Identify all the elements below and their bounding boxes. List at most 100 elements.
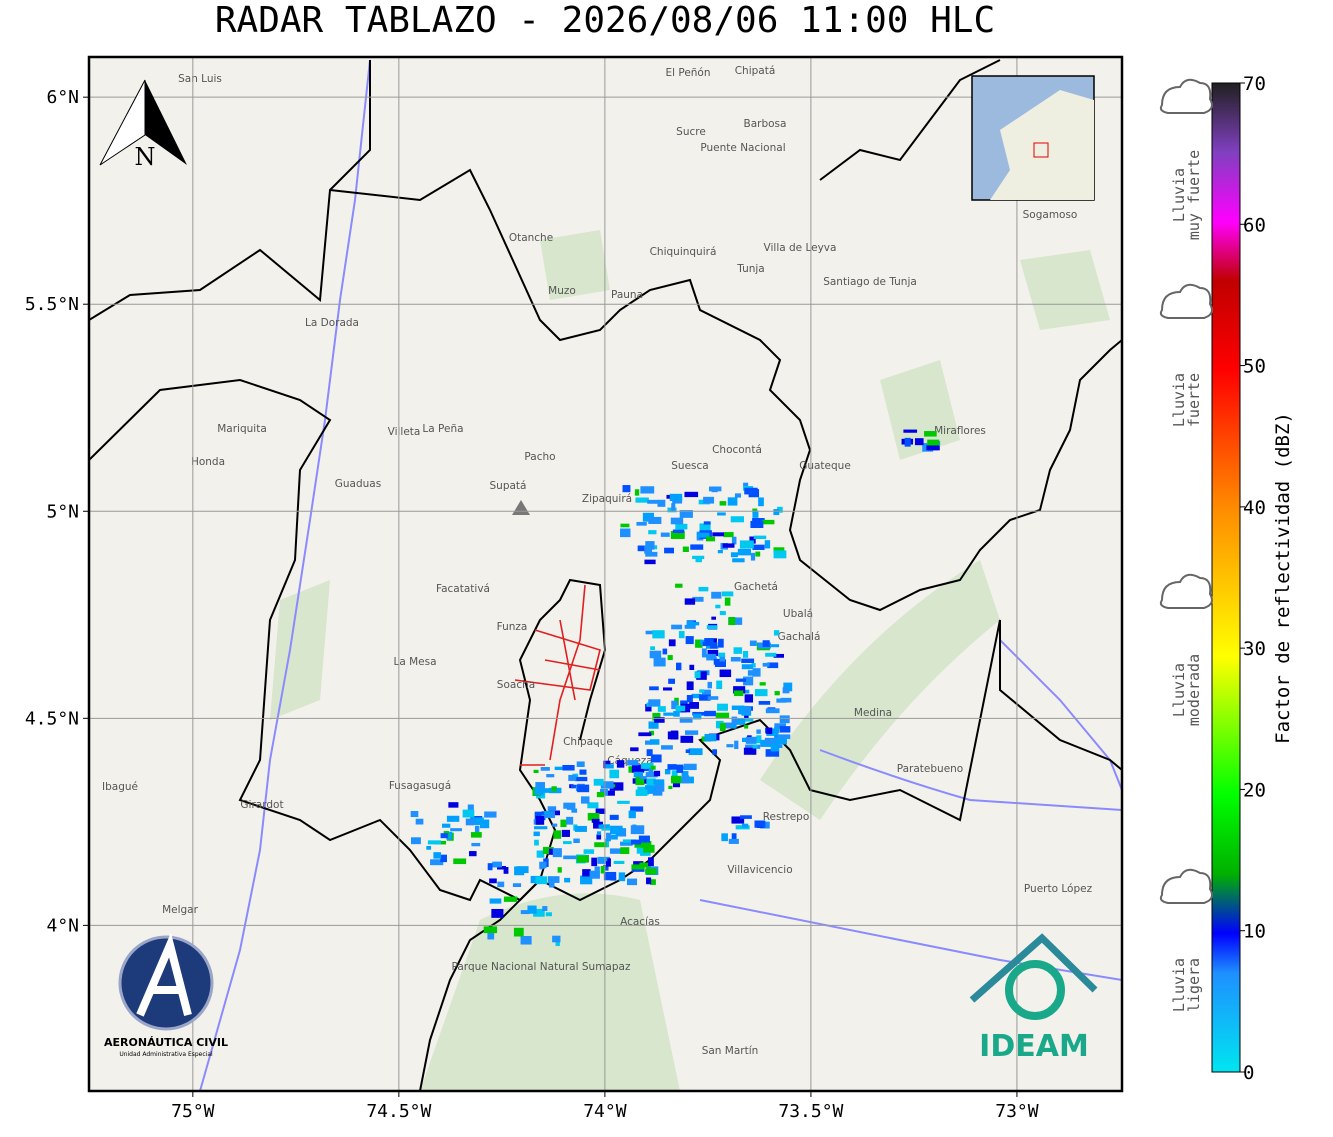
- echo: [601, 857, 608, 862]
- echo: [731, 716, 738, 725]
- echo: [650, 765, 656, 770]
- echo: [701, 689, 711, 697]
- echo: [680, 700, 688, 706]
- echo: [626, 878, 638, 886]
- echo: [774, 691, 780, 696]
- echo: [773, 550, 787, 559]
- echo: [562, 764, 575, 771]
- rivers: [199, 59, 1122, 1091]
- place-label: Ibagué: [102, 781, 138, 793]
- echo: [462, 809, 475, 818]
- map-frame: [87, 55, 1124, 1093]
- echo: [704, 733, 717, 742]
- place-label: Honda: [191, 456, 225, 468]
- place-label: Barbosa: [744, 118, 787, 130]
- echo: [753, 535, 767, 540]
- echo: [743, 718, 754, 722]
- echo: [650, 646, 655, 650]
- echo: [604, 790, 615, 796]
- echo: [649, 879, 656, 885]
- echo: [594, 842, 607, 848]
- echo: [670, 517, 684, 525]
- echo: [706, 653, 717, 661]
- echo: [744, 689, 750, 694]
- place-label: Ubalá: [783, 608, 813, 620]
- echo: [696, 671, 707, 680]
- echo: [489, 878, 497, 884]
- place-label: Miraflores: [934, 425, 986, 437]
- echo: [646, 749, 653, 757]
- echo: [762, 662, 770, 667]
- echo: [620, 841, 633, 846]
- echo: [745, 736, 757, 744]
- echo: [735, 678, 747, 682]
- echo: [903, 429, 918, 433]
- echo: [755, 551, 761, 557]
- echo: [534, 787, 544, 796]
- echo: [520, 935, 532, 945]
- place-label: Pauna: [611, 289, 643, 301]
- echo: [631, 764, 645, 773]
- echo: [603, 864, 609, 871]
- echo: [690, 544, 704, 550]
- echo: [728, 838, 739, 844]
- echo: [739, 705, 746, 715]
- echo: [620, 523, 630, 528]
- echo: [691, 693, 702, 699]
- place-label: La Peña: [422, 423, 463, 435]
- echo: [546, 774, 555, 778]
- place-label: Santiago de Tunja: [823, 276, 917, 288]
- echo: [649, 650, 662, 659]
- echo: [752, 544, 765, 550]
- echo: [741, 664, 753, 670]
- colorbar-tick-label: 50: [1243, 356, 1266, 378]
- colorbar-tick-label: 70: [1243, 73, 1266, 95]
- echo: [764, 540, 771, 549]
- echo: [679, 510, 693, 518]
- echo: [446, 815, 460, 822]
- echo: [514, 866, 525, 876]
- echo: [600, 781, 614, 789]
- north-label: N: [135, 143, 156, 171]
- echo: [613, 860, 625, 864]
- echo: [636, 521, 647, 526]
- echo: [723, 532, 734, 538]
- echo: [671, 503, 676, 512]
- echo: [670, 730, 679, 740]
- echo: [777, 506, 783, 513]
- echo: [663, 687, 673, 691]
- colorbar-ticks: 0 10 20 30 40 50 60 70: [1240, 73, 1266, 1084]
- echo: [741, 823, 749, 828]
- echo: [684, 491, 699, 498]
- echo: [762, 640, 770, 647]
- echo: [605, 764, 614, 769]
- echo: [639, 862, 651, 868]
- echo: [591, 857, 598, 867]
- echo: [497, 865, 506, 870]
- echo: [469, 851, 477, 857]
- echo: [635, 497, 649, 503]
- echo: [430, 859, 444, 866]
- echo: [717, 550, 723, 554]
- echo: [728, 616, 736, 626]
- echo: [680, 703, 691, 713]
- echo: [776, 734, 791, 740]
- echo: [645, 541, 655, 550]
- echo: [670, 531, 685, 539]
- x-tick-label: 74°W: [583, 1101, 627, 1122]
- echo: [596, 831, 602, 836]
- echo: [657, 499, 666, 507]
- intensity-label: Lluvia: [1170, 373, 1188, 427]
- place-label: Restrepo: [763, 811, 810, 823]
- echo: [489, 898, 502, 904]
- echo: [557, 867, 562, 873]
- echo: [513, 927, 524, 937]
- echo: [671, 624, 683, 630]
- echo: [744, 713, 749, 721]
- echo: [453, 858, 467, 865]
- echo: [685, 749, 691, 753]
- echo: [676, 764, 684, 773]
- x-tick-label: 73.5°W: [778, 1101, 843, 1122]
